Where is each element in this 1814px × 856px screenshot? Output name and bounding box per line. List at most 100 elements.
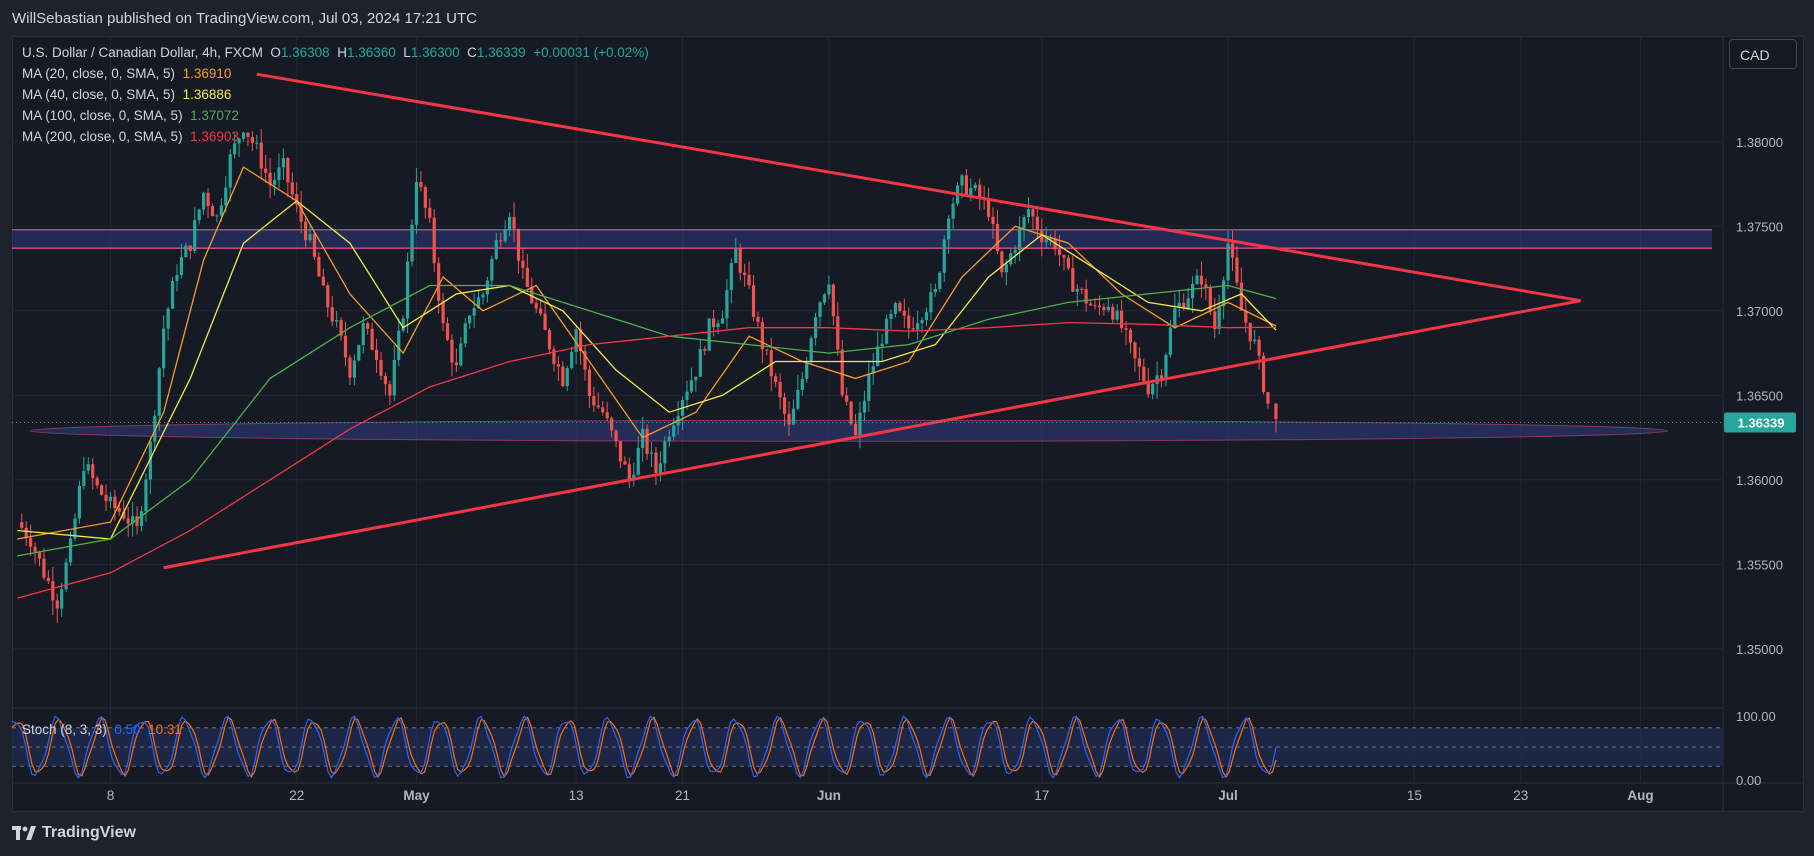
candle-body (991, 216, 995, 224)
candle-body (924, 312, 929, 321)
candle-body (1093, 305, 1097, 307)
candle-body (343, 335, 348, 358)
candle-body (153, 415, 157, 442)
candles (20, 129, 1278, 624)
candle-body (565, 368, 569, 387)
candle-body (1146, 381, 1150, 395)
candle-body (99, 485, 104, 495)
candle-body (1177, 302, 1181, 309)
candle-body (401, 318, 405, 331)
candle-body (241, 132, 246, 139)
candle-body (805, 362, 809, 379)
candle-body (667, 436, 671, 442)
candle-body (738, 248, 742, 273)
candle-body (729, 263, 733, 290)
candle-body (1062, 255, 1066, 258)
candle-body (175, 274, 179, 281)
candle-body (1274, 403, 1278, 419)
candle-body (1080, 288, 1084, 290)
current-price-label: 1.36339 (1738, 416, 1785, 431)
x-tick-label: 23 (1513, 788, 1528, 803)
ma100-value: 1.37072 (190, 108, 239, 123)
candle-body (450, 339, 454, 363)
support-zone (29, 419, 1669, 442)
candle-body (787, 413, 791, 425)
candle-body (880, 343, 884, 347)
candle-body (986, 198, 991, 217)
candle-body (1195, 275, 1199, 284)
currency-button[interactable]: CAD (1729, 39, 1797, 69)
candle-body (494, 240, 498, 259)
candle-body (973, 184, 977, 189)
candle-body (605, 412, 609, 419)
candle-body (1066, 257, 1071, 269)
candle-body (942, 239, 946, 273)
candle-body (898, 303, 902, 311)
stoch-k-value: 0.50 (114, 722, 141, 737)
candle-body (361, 323, 365, 345)
candle-body (827, 284, 831, 295)
candle-body (876, 346, 880, 367)
y-tick-label: 1.37000 (1736, 304, 1783, 319)
candle-body (933, 289, 937, 293)
candle-body (1040, 230, 1044, 243)
candle-body (796, 389, 800, 409)
candle-body (1164, 354, 1168, 380)
candle-body (716, 323, 720, 328)
candle-body (1168, 327, 1173, 355)
candle-body (778, 382, 782, 398)
candle-body (610, 418, 614, 431)
footer-brand[interactable]: TradingView (12, 824, 136, 842)
candle-body (747, 275, 751, 286)
candle-body (1217, 306, 1221, 330)
candle-body (499, 240, 503, 242)
candle-body (117, 508, 121, 512)
candle-body (601, 407, 605, 413)
candle-body (636, 447, 640, 475)
candle-body (543, 313, 547, 330)
ma100-label: MA (100, close, 0, SMA, 5) (22, 108, 183, 123)
candle-body (463, 323, 467, 344)
candle-body (330, 307, 334, 322)
candle-body (1049, 238, 1053, 240)
candle-body (357, 344, 361, 361)
candle-body (1084, 289, 1088, 304)
candle-body (86, 464, 90, 471)
candle-body (503, 229, 507, 242)
candle-body (1120, 310, 1124, 329)
candle-body (508, 217, 512, 230)
candle-body (228, 154, 232, 188)
candle-body (277, 167, 281, 180)
candle-body (725, 289, 729, 319)
x-tick-label: 17 (1034, 788, 1049, 803)
candle-body (539, 308, 543, 314)
candle-body (525, 267, 529, 287)
y-tick-label: 1.35000 (1736, 642, 1783, 657)
candle-body (649, 452, 654, 454)
candle-body (445, 323, 450, 340)
symbol-name: U.S. Dollar / Canadian Dollar, 4h, FXCM (22, 45, 263, 60)
high-value: 1.36360 (346, 45, 396, 60)
candle-body (179, 257, 184, 275)
ma40-legend: MA (40, close, 0, SMA, 5) 1.36886 (22, 87, 231, 102)
candle-body (534, 303, 538, 309)
candle-body (55, 600, 59, 609)
candle-body (632, 474, 636, 480)
ma20-legend: MA (20, close, 0, SMA, 5) 1.36910 (22, 66, 231, 81)
candle-body (916, 323, 920, 330)
candle-body (1115, 310, 1119, 320)
candle-body (46, 577, 50, 582)
candle-body (144, 479, 148, 512)
candle-body (392, 359, 396, 396)
candle-body (556, 364, 560, 367)
candle-body (352, 360, 356, 378)
candle-body (170, 280, 175, 309)
candle-body (441, 300, 445, 324)
candle-body (862, 400, 866, 413)
candle-body (853, 423, 858, 436)
y-tick-label: 1.36000 (1736, 473, 1783, 488)
x-tick-label: 13 (569, 788, 584, 803)
ma100-legend: MA (100, close, 0, SMA, 5) 1.37072 (22, 108, 239, 123)
candle-body (148, 441, 152, 480)
